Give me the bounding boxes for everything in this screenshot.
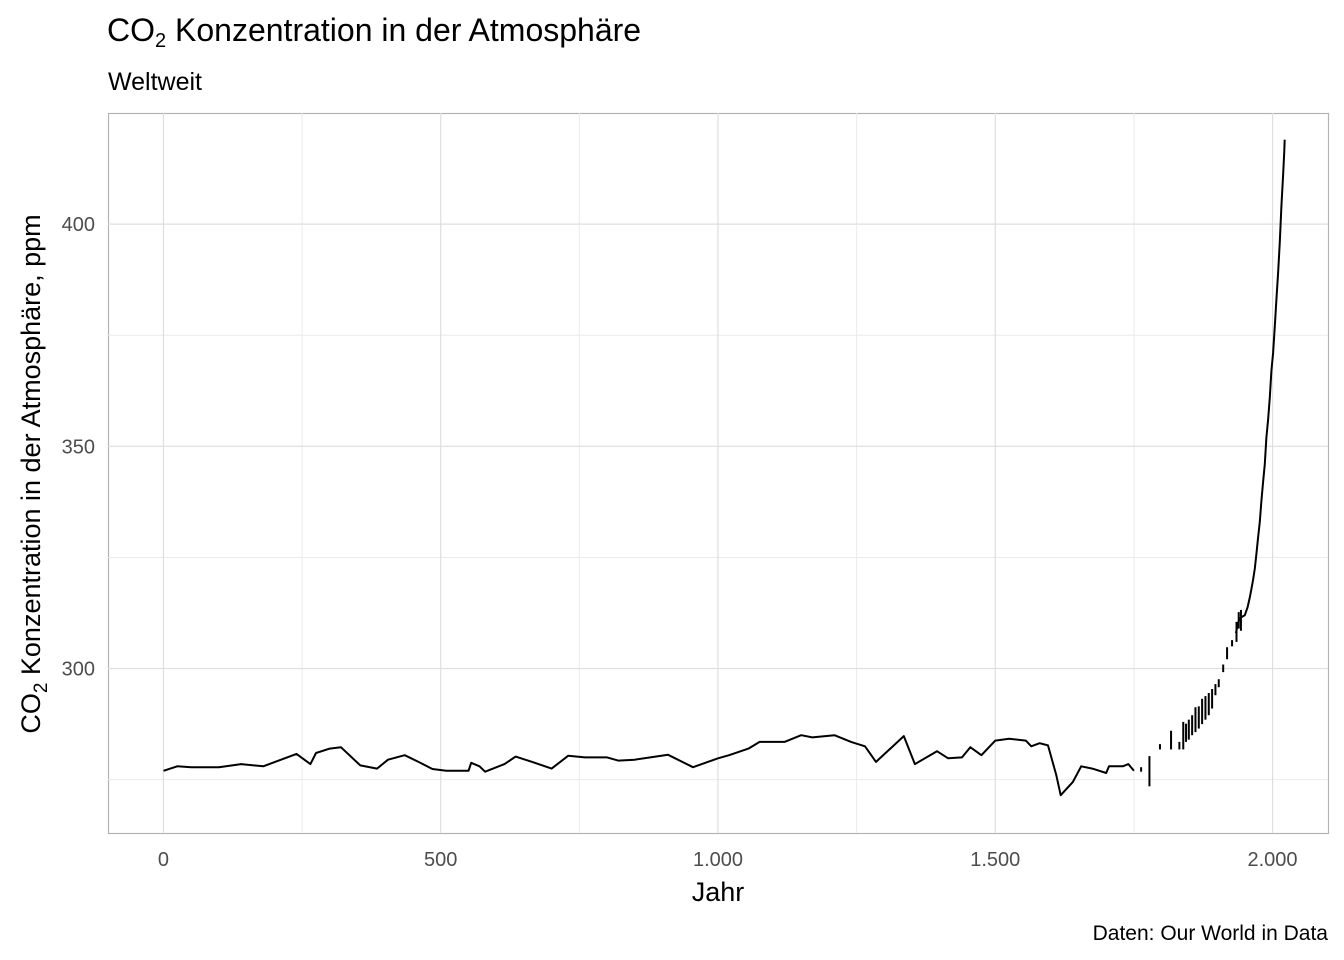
series-line-segment <box>1234 139 1286 634</box>
chart-title: CO2 Konzentration in der Atmosphäre <box>107 12 642 52</box>
y-tick-label: 400 <box>62 214 95 236</box>
x-tick-label: 500 <box>424 849 457 871</box>
x-tick-label: 2.000 <box>1248 849 1298 871</box>
chart-subtitle: Weltweit <box>108 68 203 96</box>
x-axis-title: Jahr <box>692 877 745 907</box>
x-tick-label: 0 <box>158 849 169 871</box>
series-line-segment <box>163 734 1135 797</box>
series-line <box>163 139 1286 797</box>
chart-caption: Daten: Our World in Data <box>1092 922 1328 945</box>
y-axis-ticks: 300 350 400 <box>62 214 95 680</box>
x-tick-label: 1.000 <box>693 849 743 871</box>
y-tick-label: 300 <box>62 659 95 681</box>
grid-major <box>108 113 1328 833</box>
y-axis-title: CO2 Konzentration in der Atmosphäre, ppm <box>16 214 52 733</box>
x-tick-label: 1.500 <box>970 849 1020 871</box>
x-axis-ticks: 0 500 1.000 1.500 2.000 <box>158 849 1298 871</box>
y-tick-label: 350 <box>62 436 95 458</box>
